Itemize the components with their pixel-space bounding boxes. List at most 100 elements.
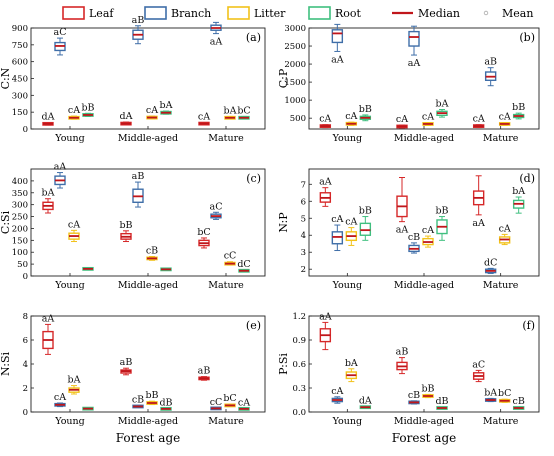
legend-label-branch: Branch xyxy=(171,7,211,20)
legend-label-median: Median xyxy=(418,7,460,20)
significance-label: bA xyxy=(224,105,237,116)
panel-letter: (f) xyxy=(522,319,535,332)
box-branch-middle-aged: aB xyxy=(132,171,145,208)
significance-label: bA xyxy=(160,100,173,111)
significance-label: bA xyxy=(512,186,525,197)
box-root-mature: dC xyxy=(237,259,251,273)
x-tick-label-middle-aged: Middle-aged xyxy=(118,133,178,144)
significance-label: aA xyxy=(319,177,332,188)
box-leaf-young: aA xyxy=(319,311,332,351)
y-tick-label: 2500 xyxy=(284,42,306,52)
y-tick-label: 100 xyxy=(12,248,28,258)
box-litter-middle-aged: cA xyxy=(422,112,434,126)
box-litter-young: cA xyxy=(345,111,358,126)
y-tick-label: 300 xyxy=(12,201,28,211)
legend-label-leaf: Leaf xyxy=(89,7,114,20)
significance-label: cA xyxy=(345,111,357,122)
legend-label-root: Root xyxy=(335,7,362,20)
y-tick-label: 1500 xyxy=(284,78,306,88)
box-root-young: dA xyxy=(359,395,372,410)
legend-item-leaf: Leaf xyxy=(62,6,114,20)
significance-label: aB xyxy=(484,57,497,68)
significance-label: aA xyxy=(42,313,55,324)
significance-label: cA xyxy=(422,112,434,123)
y-tick-label: 350 xyxy=(12,189,28,199)
box-litter-mature: cA xyxy=(499,223,511,246)
box-litter-mature: cC xyxy=(224,251,236,266)
significance-label: dC xyxy=(237,259,250,270)
box-body xyxy=(331,29,344,44)
box-leaf-young: cA xyxy=(319,114,332,129)
significance-label: aA xyxy=(396,225,409,236)
y-tick-label: 4 xyxy=(301,231,306,241)
significance-label: bC xyxy=(498,388,511,399)
box-branch-middle-aged: aA xyxy=(408,25,420,69)
significance-label: aB xyxy=(132,15,145,26)
box-root-young xyxy=(82,266,94,271)
box-leaf-middle-aged: dA xyxy=(120,111,133,126)
significance-label: dB xyxy=(159,397,172,408)
x-tick-label-middle-aged: Middle-aged xyxy=(394,416,454,427)
panel-f: 0.0 0.3 0.6 0.9 1.2 P:Si (f) Young Middle-aged Ma… xyxy=(277,311,540,445)
y-axis-label: N:P xyxy=(277,212,290,233)
y-tick-label: 900 xyxy=(12,24,28,34)
significance-label: aB xyxy=(120,357,133,368)
y-axis-label: C:N xyxy=(0,67,12,89)
significance-label: aA xyxy=(472,218,485,229)
box-litter-mature: bC xyxy=(498,388,511,403)
significance-label: aA xyxy=(319,311,332,322)
significance-label: cA xyxy=(331,214,343,225)
box-leaf-middle-aged: cA xyxy=(396,114,408,129)
legend-item-root: Root xyxy=(308,6,362,20)
y-axis-label: C:Si xyxy=(0,210,12,234)
significance-label: cA xyxy=(146,105,158,116)
panel-letter: (e) xyxy=(246,319,261,332)
box-leaf-young: dA xyxy=(42,111,55,126)
significance-label: cB xyxy=(513,396,525,407)
significance-label: cA xyxy=(68,105,80,116)
y-tick-label: 0.3 xyxy=(292,384,306,394)
box-litter-middle-aged: cA xyxy=(422,225,434,248)
x-tick-label-young: Young xyxy=(332,133,362,144)
box-litter-young: cA xyxy=(68,219,80,243)
box-litter-young: cA xyxy=(68,105,80,120)
significance-label: bB xyxy=(435,206,448,217)
significance-label: bB xyxy=(359,104,372,115)
significance-label: aA xyxy=(54,162,67,173)
x-tick-label-middle-aged: Middle-aged xyxy=(394,133,454,144)
x-tick-label-young: Young xyxy=(332,280,362,291)
legend-item-median: Median xyxy=(392,7,460,20)
legend-swatch-litter xyxy=(227,6,250,20)
x-tick-label-young: Young xyxy=(54,133,84,144)
significance-label: aC xyxy=(54,27,67,38)
box-branch-middle-aged: cB xyxy=(408,390,420,405)
box-branch-mature: cC xyxy=(210,397,222,411)
box-leaf-mature: cA xyxy=(198,111,210,126)
box-branch-mature: aB xyxy=(484,57,497,87)
box-litter-mature: bC xyxy=(223,393,237,408)
significance-label: aC xyxy=(472,359,485,370)
box-litter-middle-aged: cB xyxy=(146,246,158,261)
legend-item-litter: Litter xyxy=(227,6,286,20)
y-tick-label: 0.6 xyxy=(292,360,306,370)
legend-item-branch: Branch xyxy=(144,6,211,20)
significance-label: aB xyxy=(132,171,145,182)
x-tick-label-mature: Mature xyxy=(208,133,244,144)
significance-label: cA xyxy=(473,114,485,125)
panel-letter: (c) xyxy=(246,172,261,185)
x-tick-label-mature: Mature xyxy=(208,280,244,291)
box-litter-middle-aged: bB xyxy=(145,390,159,406)
significance-label: dA xyxy=(359,395,372,406)
y-tick-label: 0 xyxy=(23,125,28,135)
significance-label: dA xyxy=(120,111,133,122)
significance-label: bA xyxy=(42,188,55,199)
x-axis-label: Forest age xyxy=(116,431,180,445)
box-root-middle-aged: dB xyxy=(435,396,449,410)
box-root-mature: bB xyxy=(512,102,525,120)
significance-label: cA xyxy=(198,111,210,122)
legend-swatch-leaf xyxy=(62,6,85,20)
significance-label: cA xyxy=(422,225,434,236)
box-branch-mature: dC xyxy=(484,257,497,274)
panel-b: 500 1000 1500 2000 2500 3000 C:P (b) Young Middle… xyxy=(277,23,540,144)
